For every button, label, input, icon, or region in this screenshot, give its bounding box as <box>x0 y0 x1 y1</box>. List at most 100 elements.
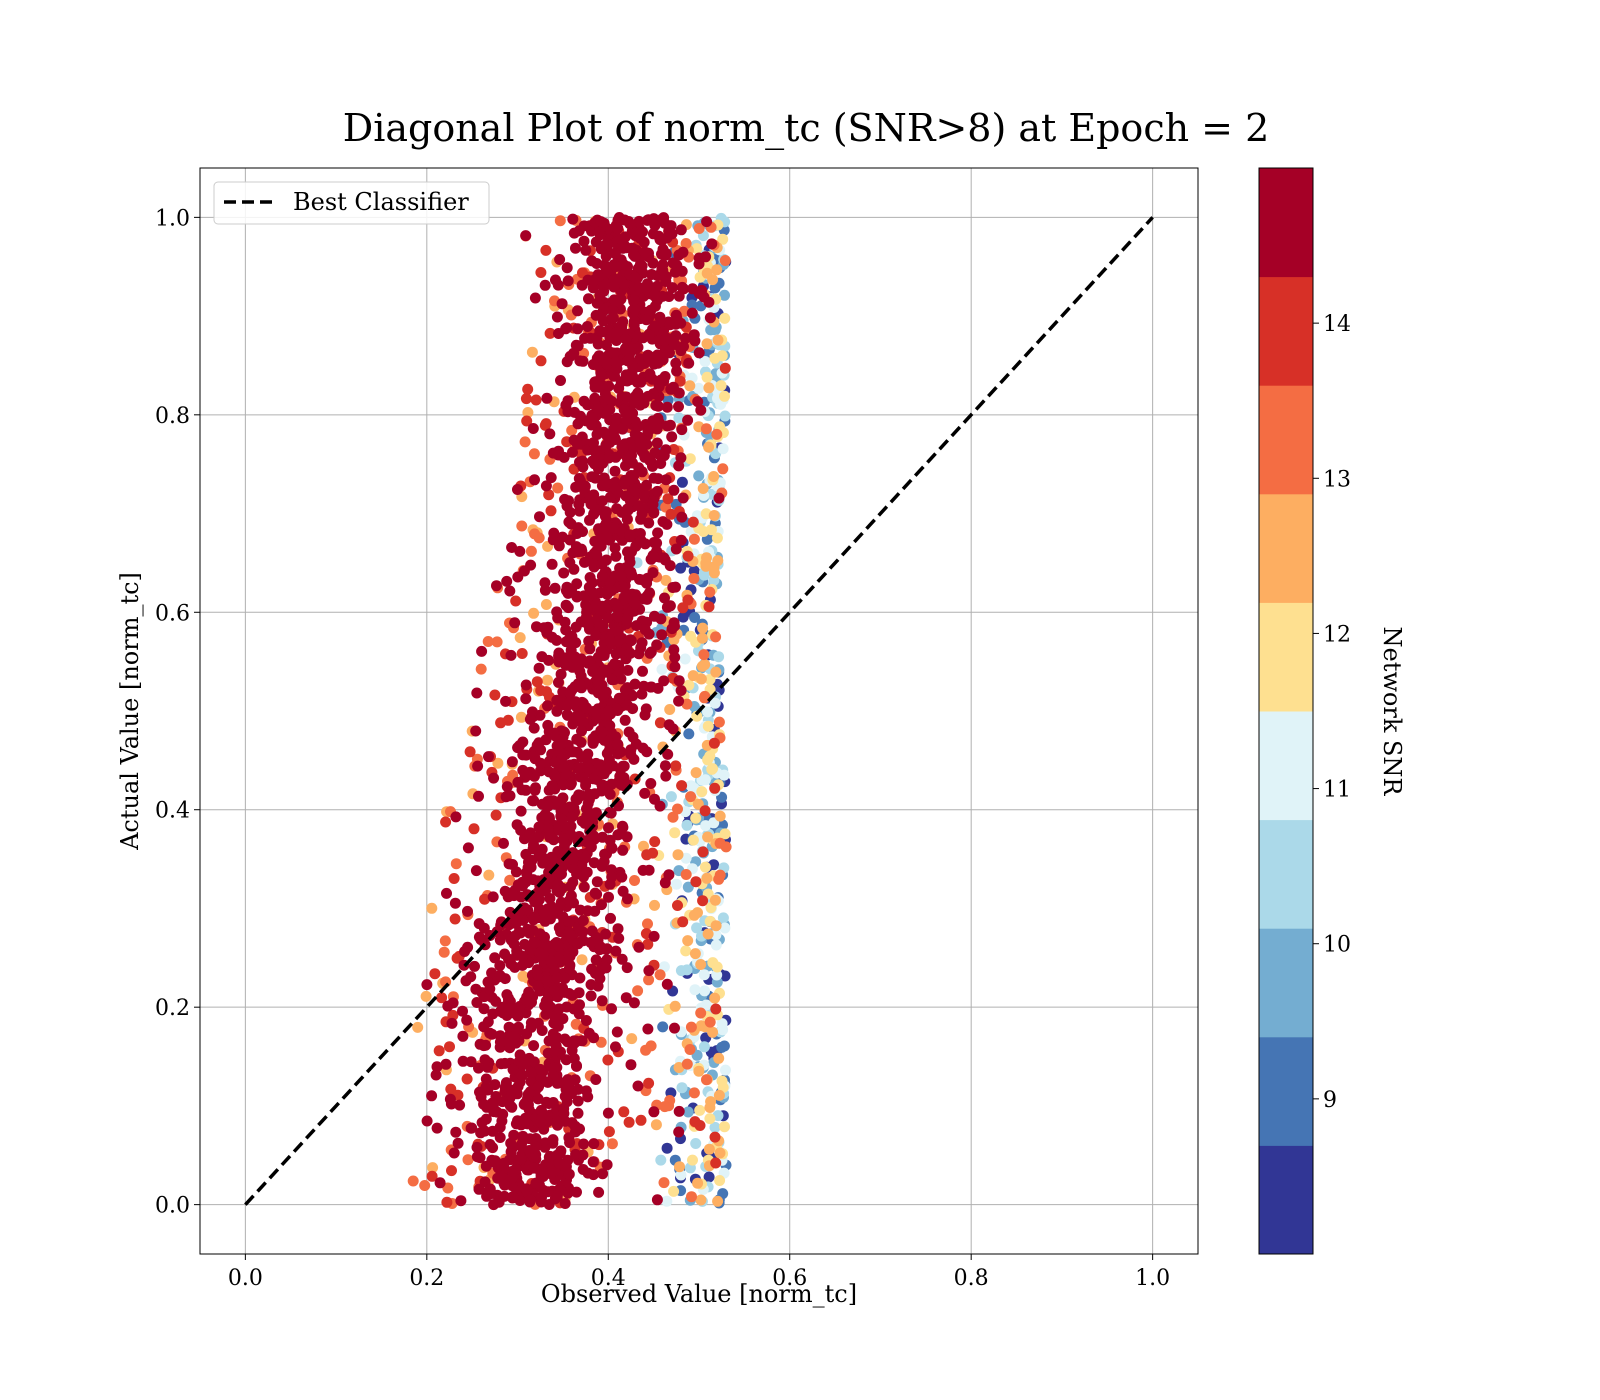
scatter-point <box>573 225 585 237</box>
scatter-point <box>512 571 524 583</box>
scatter-point <box>600 928 612 940</box>
scatter-point <box>593 226 605 238</box>
scatter-point <box>494 960 506 972</box>
scatter-point <box>572 1095 584 1107</box>
scatter-point <box>498 837 509 849</box>
scatter-point <box>610 356 622 368</box>
scatter-point <box>713 492 725 504</box>
scatter-point <box>590 706 602 718</box>
scatter-point <box>542 1186 554 1198</box>
scatter-point <box>657 290 668 302</box>
x-axis-ticks: 0.0 0.2 0.4 0.6 0.8 1.0 <box>228 1254 1170 1291</box>
scatter-point <box>691 710 703 722</box>
scatter-point <box>691 243 703 255</box>
scatter-point <box>709 992 721 1004</box>
scatter-point <box>514 632 526 644</box>
scatter-point <box>451 952 463 964</box>
scatter-point <box>447 997 459 1009</box>
scatter-point <box>668 444 680 455</box>
scatter-point <box>622 354 634 366</box>
scatter-point <box>449 913 461 925</box>
scatter-point <box>612 626 624 638</box>
scatter-point <box>620 992 632 1004</box>
scatter-point <box>671 365 683 377</box>
scatter-point <box>693 470 705 482</box>
scatter-point <box>673 675 685 687</box>
scatter-point <box>668 644 680 656</box>
scatter-point <box>611 1026 623 1038</box>
scatter-point <box>559 1198 571 1209</box>
scatter-point <box>468 823 480 835</box>
scatter-point <box>636 637 648 649</box>
scatter-point <box>709 282 721 294</box>
scatter-point <box>431 1061 443 1073</box>
scatter-point <box>587 587 599 599</box>
scatter-point <box>489 952 501 964</box>
scatter-point <box>446 1165 457 1177</box>
scatter-point <box>620 391 632 403</box>
scatter-point <box>610 327 622 339</box>
scatter-point <box>697 895 709 907</box>
scatter-point <box>703 601 715 613</box>
colorbar-bin-7 <box>1259 385 1313 495</box>
scatter-point <box>657 264 669 276</box>
scatter-point <box>553 676 564 688</box>
scatter-point <box>649 300 661 312</box>
scatter-point <box>719 970 731 982</box>
scatter-point <box>660 474 672 486</box>
scatter-point <box>476 645 488 657</box>
scatter-point <box>551 705 563 717</box>
scatter-point <box>642 938 654 950</box>
scatter-point <box>528 607 540 619</box>
scatter-point <box>616 871 628 883</box>
scatter-point <box>473 931 485 943</box>
scatter-point <box>449 897 461 909</box>
scatter-point <box>578 235 590 247</box>
scatter-point <box>715 380 727 392</box>
scatter-point <box>535 267 547 278</box>
y-axis-label: Actual Value [norm_tc] <box>116 572 144 851</box>
scatter-point <box>703 1171 715 1183</box>
scatter-point <box>657 1021 669 1033</box>
scatter-point <box>622 893 633 905</box>
scatter-point <box>640 1044 652 1056</box>
scatter-point <box>510 595 522 607</box>
scatter-point <box>513 1056 525 1068</box>
scatter-point <box>534 1063 546 1075</box>
scatter-point <box>450 1126 462 1138</box>
scatter-point <box>652 400 664 412</box>
scatter-point <box>553 1157 565 1169</box>
scatter-point <box>431 1122 443 1134</box>
scatter-point <box>515 805 527 817</box>
scatter-point <box>574 456 585 468</box>
scatter-point <box>601 954 613 966</box>
scatter-point <box>696 774 708 786</box>
scatter-point <box>713 873 725 885</box>
scatter-point <box>577 915 589 926</box>
scatter-point <box>639 246 651 258</box>
scatter-point <box>583 293 594 305</box>
scatter-point <box>618 1106 630 1118</box>
scatter-point <box>643 974 655 986</box>
scatter-point <box>698 969 710 981</box>
scatter-point <box>572 323 584 335</box>
scatter-point <box>520 784 532 796</box>
scatter-point <box>641 479 652 491</box>
scatter-point <box>450 811 462 823</box>
scatter-point <box>530 1177 542 1189</box>
scatter-point <box>450 858 462 870</box>
y-tick-label: 0.6 <box>155 601 190 626</box>
scatter-point <box>486 1028 498 1040</box>
scatter-point <box>647 550 659 561</box>
y-tick-label: 1.0 <box>155 206 190 231</box>
scatter-point <box>614 647 626 659</box>
scatter-point <box>597 691 609 703</box>
scatter-point <box>669 827 681 839</box>
scatter-point <box>693 1065 705 1077</box>
scatter-point <box>542 674 553 686</box>
scatter-point <box>713 651 725 663</box>
scatter-point <box>549 582 561 594</box>
scatter-point <box>680 945 692 957</box>
scatter-point <box>483 869 495 881</box>
